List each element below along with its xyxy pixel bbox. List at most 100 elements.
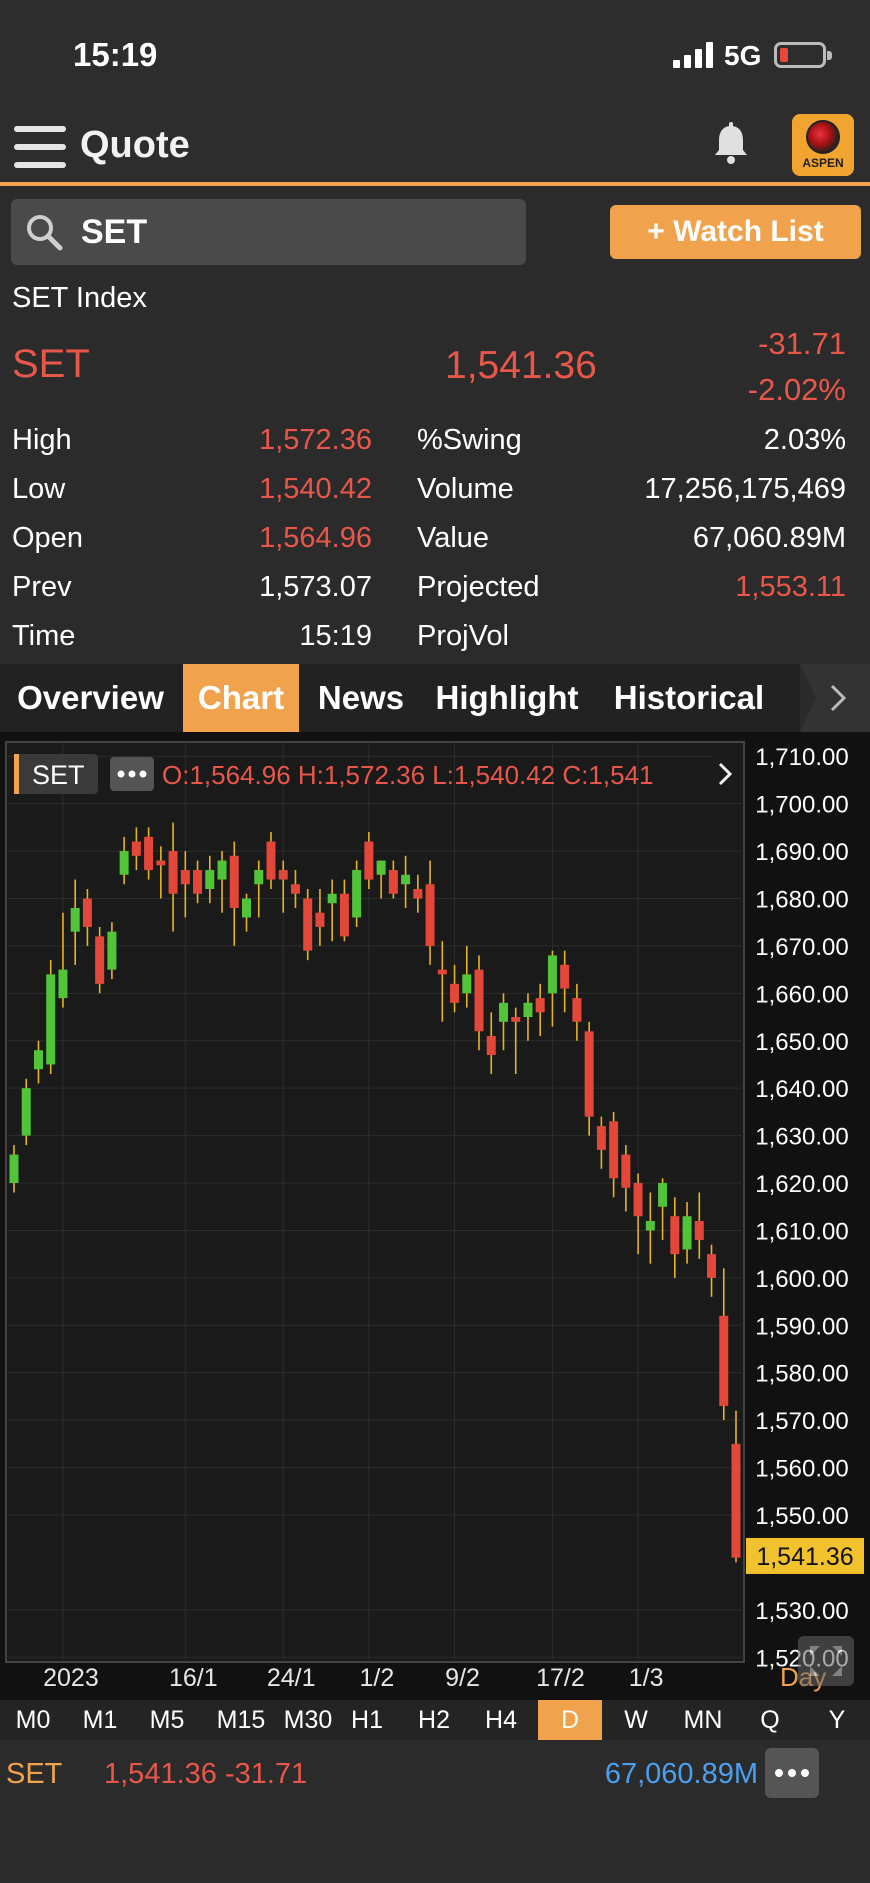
page-title: Quote (80, 124, 190, 166)
candle-body (242, 898, 252, 918)
chevron-right-icon[interactable] (718, 762, 733, 786)
field-value-value: 67,060.89M (692, 522, 846, 554)
tab-historical[interactable]: Historical (613, 679, 765, 716)
y-tick-label: 1,620.00 (755, 1171, 848, 1198)
timeframe-d[interactable]: D (538, 1700, 602, 1740)
timeframe-h4[interactable]: H4 (485, 1706, 517, 1734)
timeframe-m0[interactable]: M0 (15, 1706, 51, 1734)
field-value-projected: 1,553.11 (735, 571, 846, 603)
candle-body (462, 974, 472, 994)
field-value-open: 1,564.96 (259, 522, 372, 554)
candlestick-chart[interactable]: 1,710.00 1,700.00 1,690.00 1,680.00 1,670.00… (0, 732, 870, 1700)
timeframe-h1[interactable]: H1 (351, 1706, 383, 1734)
field-label-high: High (12, 424, 72, 456)
candle-body (180, 870, 190, 885)
status-bar: 15:19 5G (0, 0, 870, 110)
candle-body (658, 1183, 668, 1207)
battery-icon (774, 42, 832, 68)
bell-icon[interactable] (713, 122, 749, 166)
candle-body (376, 860, 386, 875)
timeframe-m5[interactable]: M5 (149, 1706, 185, 1734)
candle-body (560, 964, 570, 989)
candle-body (95, 936, 105, 984)
timeframe-y[interactable]: Y (828, 1706, 846, 1734)
candle-body (450, 983, 460, 1003)
field-value-swing: 2.03% (763, 424, 846, 456)
chevron-right-icon[interactable] (800, 664, 870, 732)
candle-body (535, 998, 545, 1013)
candle-body (584, 1031, 594, 1117)
y-tick-label: 1,630.00 (755, 1124, 848, 1151)
candle-body (266, 841, 276, 880)
candle-body (388, 870, 398, 894)
timeframe-m15[interactable]: M15 (216, 1706, 266, 1734)
footer-more-button[interactable] (765, 1748, 819, 1798)
field-value-time: 15:19 (299, 620, 372, 652)
price-change: -31.71 (758, 326, 846, 361)
tab-overview[interactable]: Overview (17, 679, 164, 716)
timeframe-mn[interactable]: MN (683, 1706, 723, 1734)
tab-chart[interactable]: Chart (183, 664, 299, 732)
y-tick-label: 1,550.00 (755, 1503, 848, 1530)
x-axis: 2023 16/1 24/1 1/2 9/2 17/2 1/3 (43, 1664, 663, 1692)
y-tick-label: 1,590.00 (755, 1313, 848, 1340)
candle-body (290, 884, 300, 894)
y-tick-label: 1,560.00 (755, 1456, 848, 1483)
y-tick-label: 1,570.00 (755, 1408, 848, 1435)
candle-body (474, 969, 484, 1032)
y-tick-label: 1,640.00 (755, 1076, 848, 1103)
tab-news[interactable]: News (317, 679, 405, 716)
last-price-marker (746, 1537, 864, 1574)
candle-body (364, 841, 374, 880)
timeframe-m1[interactable]: M1 (82, 1706, 118, 1734)
field-label-time: Time (12, 620, 76, 652)
candle-body (327, 893, 337, 904)
timeframe-m30[interactable]: M30 (283, 1706, 333, 1734)
candle-body (547, 955, 557, 994)
candle-body (719, 1315, 729, 1406)
candle-body (401, 874, 411, 885)
search-input[interactable]: SET (81, 213, 148, 251)
timeframe-h2[interactable]: H2 (418, 1706, 450, 1734)
logo-text: ASPEN (802, 156, 844, 170)
field-value-low: 1,540.42 (259, 473, 372, 505)
candle-body (193, 870, 203, 894)
candle-body (107, 931, 117, 970)
candle-body (131, 841, 141, 856)
search-icon (27, 215, 63, 251)
percent-change: -2.02% (747, 372, 846, 407)
candle-body (168, 851, 178, 894)
candle-body (229, 855, 239, 908)
timeframe-w[interactable]: W (624, 1706, 648, 1734)
candle-body (621, 1154, 631, 1188)
candle-body (58, 969, 68, 999)
y-tick-label: 1,610.00 (755, 1218, 848, 1245)
field-label-value: Value (417, 522, 490, 554)
candle-body (339, 893, 349, 937)
candle-body (217, 860, 227, 880)
price-chart[interactable]: 1,710.00 1,700.00 1,690.00 1,680.00 1,670.00… (0, 732, 870, 1700)
candle-body (46, 974, 56, 1065)
expand-icon[interactable] (798, 1636, 854, 1686)
footer-value: 67,060.89M (604, 1758, 758, 1790)
candle-body (511, 1017, 521, 1022)
field-label-low: Low (12, 473, 66, 505)
candle-body (156, 860, 166, 866)
last-price-label: 1,541.36 (756, 1543, 853, 1571)
y-tick-label: 1,600.00 (755, 1266, 848, 1293)
add-watchlist-button[interactable]: + Watch List (610, 205, 861, 259)
candle-body (609, 1121, 619, 1179)
more-dots-icon (117, 770, 147, 778)
candle-body (303, 898, 313, 951)
x-tick-label: 1/3 (629, 1664, 664, 1692)
search-box[interactable]: SET (11, 199, 526, 265)
candle-body (70, 907, 80, 932)
candle-body (596, 1126, 606, 1150)
tab-highlight[interactable]: Highlight (435, 679, 579, 716)
aspen-logo[interactable]: ASPEN (792, 114, 854, 176)
candle-body (731, 1443, 741, 1558)
menu-icon[interactable] (14, 126, 66, 168)
field-value-prev: 1,573.07 (259, 571, 372, 603)
timeframe-q[interactable]: Q (760, 1706, 780, 1734)
y-tick-label: 1,660.00 (755, 981, 848, 1008)
